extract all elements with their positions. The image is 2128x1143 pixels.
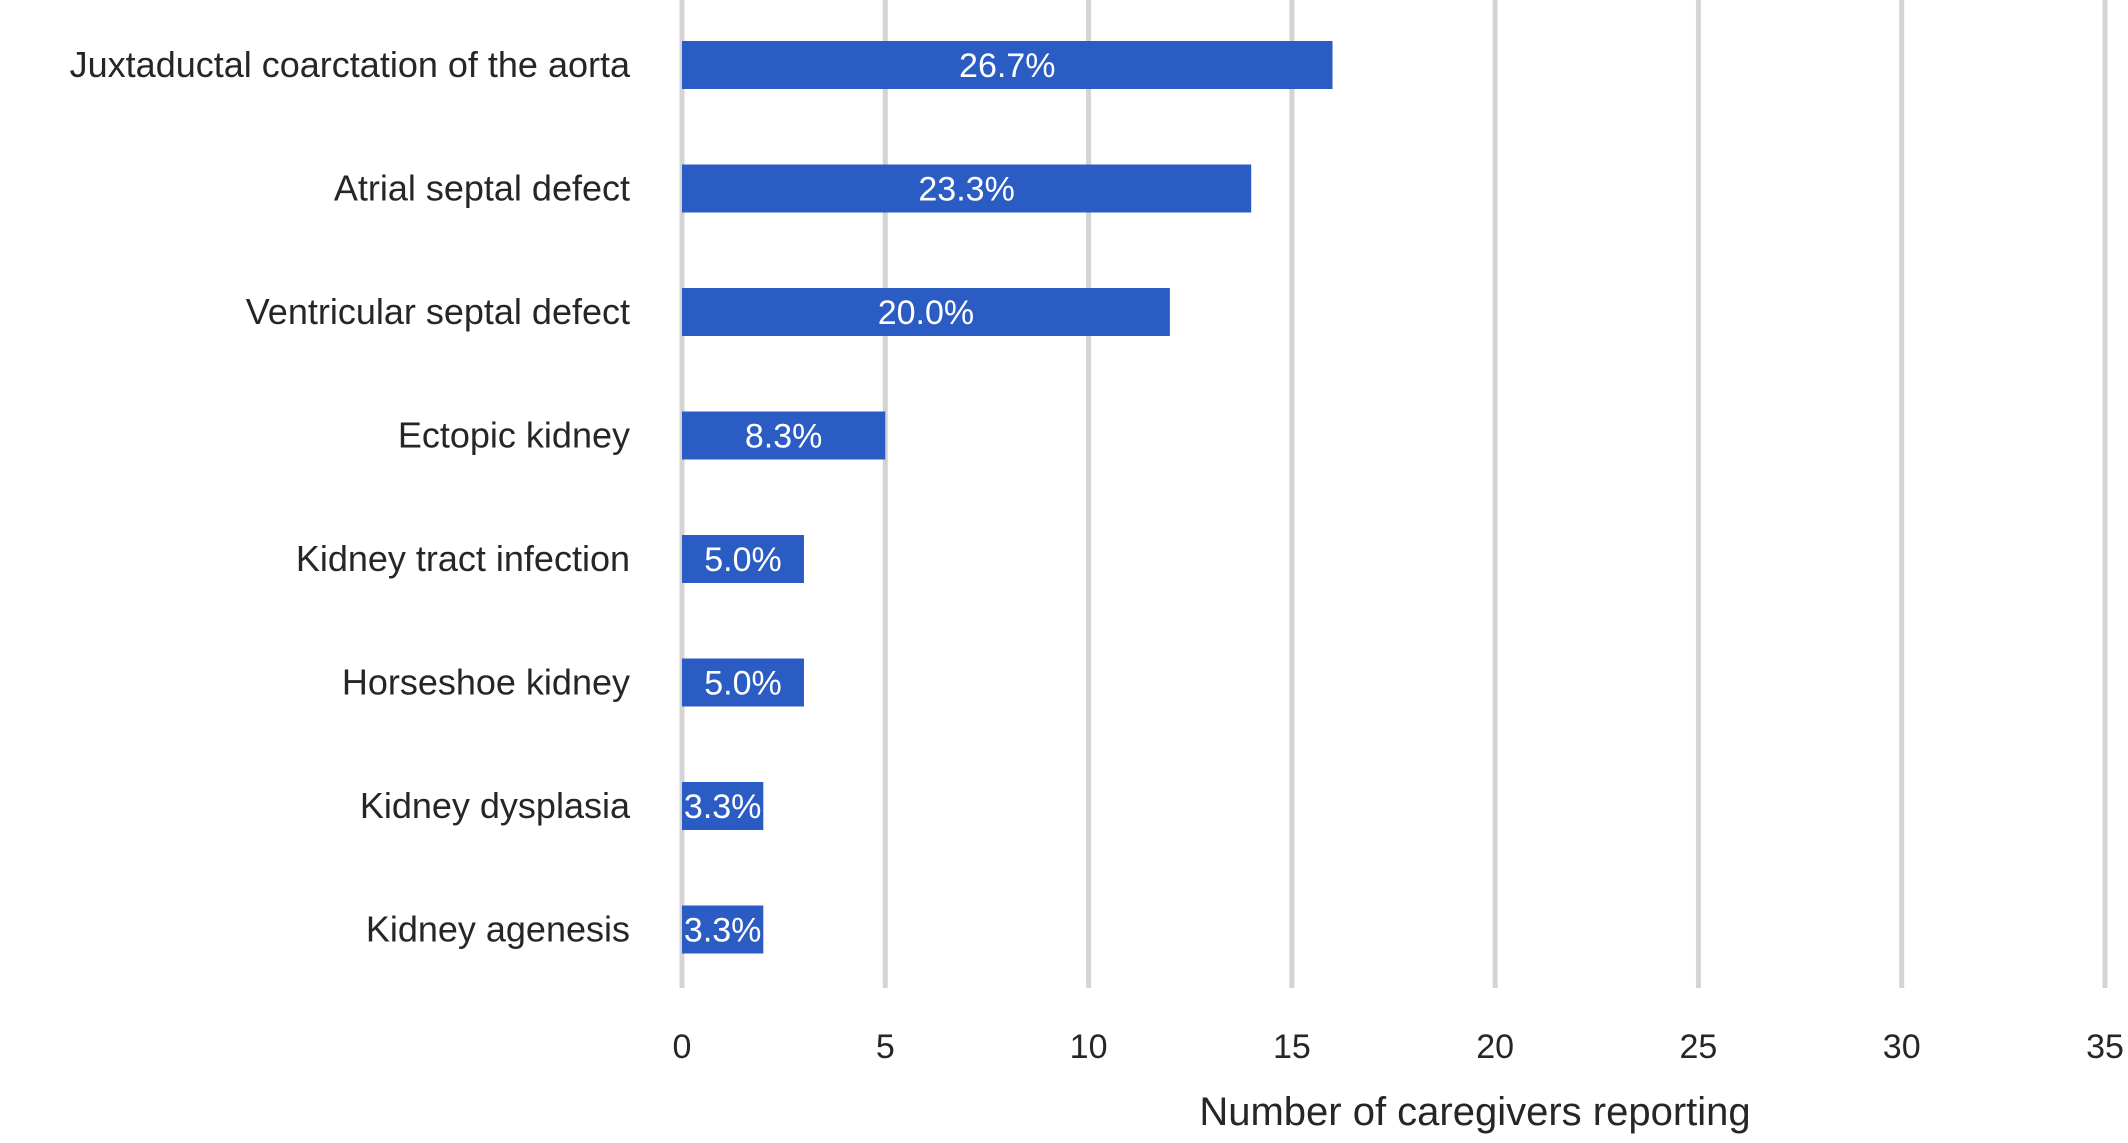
x-tick-label: 25: [1680, 1028, 1718, 1066]
x-tick-label: 5: [876, 1028, 895, 1066]
x-tick-label: 15: [1273, 1028, 1311, 1066]
x-tick-label: 20: [1476, 1028, 1514, 1066]
bar: [682, 41, 1333, 89]
data-label: 3.3%: [684, 788, 762, 826]
category-label: Kidney tract infection: [296, 538, 630, 579]
data-label: 5.0%: [704, 541, 782, 579]
category-label: Ectopic kidney: [398, 415, 630, 456]
bar: [682, 288, 1170, 336]
bar: [682, 782, 764, 830]
data-label: 20.0%: [878, 294, 974, 332]
bars: 26.7% 23.3% 20.0% 8.3% 5.0% 5.0% 3.3% 3.3%: [682, 41, 1333, 954]
category-label: Horseshoe kidney: [342, 662, 630, 703]
category-label: Juxtaductal coarctation of the aorta: [70, 44, 631, 85]
category-label: Atrial septal defect: [334, 168, 630, 209]
x-tick-label: 0: [673, 1028, 692, 1066]
bar: [682, 164, 1252, 213]
data-label: 8.3%: [745, 418, 823, 456]
data-label: 23.3%: [918, 171, 1014, 209]
bar: [682, 905, 764, 954]
bar: [682, 535, 804, 583]
gridlines: [679, 0, 2108, 988]
x-axis-title: Number of caregivers reporting: [1199, 1090, 1750, 1134]
x-tick-label: 30: [1883, 1028, 1921, 1066]
bar: [682, 411, 886, 460]
x-tick-label: 35: [2086, 1028, 2124, 1066]
bar: [682, 658, 804, 707]
data-label: 26.7%: [959, 47, 1055, 85]
category-label: Ventricular septal defect: [246, 291, 630, 332]
data-label: 5.0%: [704, 665, 782, 703]
x-axis-ticks: 0 5 10 15 20 25 30 35: [673, 1028, 2124, 1066]
x-tick-label: 10: [1070, 1028, 1108, 1066]
category-label: Kidney dysplasia: [360, 785, 631, 826]
category-label: Kidney agenesis: [366, 909, 630, 950]
category-labels: Juxtaductal coarctation of the aorta Atri…: [70, 44, 631, 950]
data-label: 3.3%: [684, 912, 762, 950]
